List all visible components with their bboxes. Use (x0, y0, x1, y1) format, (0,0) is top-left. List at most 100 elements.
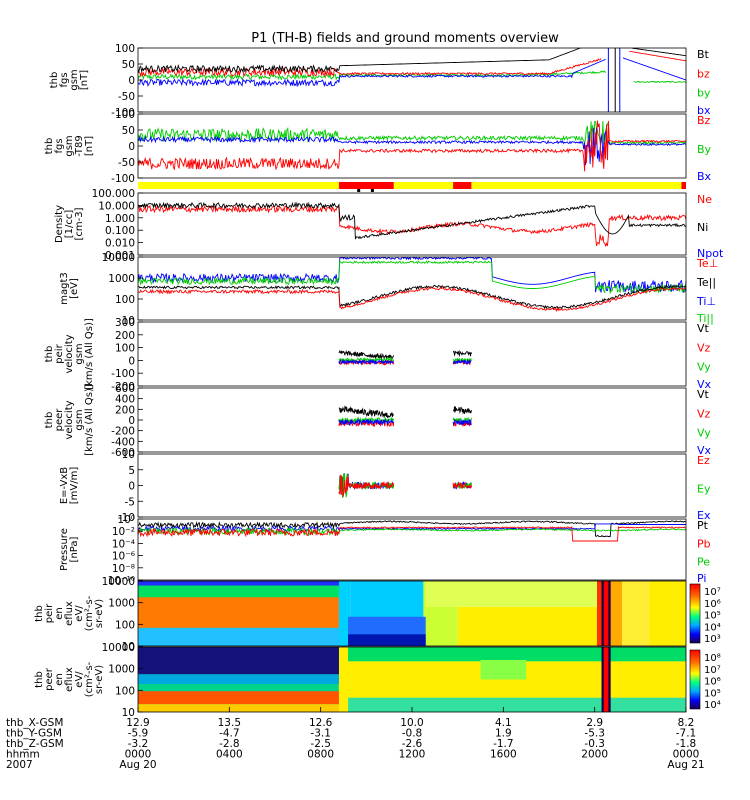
spec-band (138, 581, 339, 586)
trace-fgl-0 (138, 120, 686, 146)
trace-density-ni (138, 201, 686, 240)
y-axis-label: eV/ (74, 605, 85, 622)
panel-temp: 10000 1000 100 10 magt3 [eV] Te⊥ Te|| Ti⊥ Ti|| (59, 252, 718, 327)
y-tick-label: 10 (122, 449, 135, 461)
y-tick-label: 10⁻⁶ (112, 551, 135, 563)
legend-item: Vz (697, 407, 711, 420)
legend-item: By (697, 143, 712, 156)
y-axis-label: thb (44, 346, 55, 363)
y-tick-label: -10 (118, 512, 135, 524)
y-axis-label: fgs (54, 138, 65, 153)
y-axis-label: (cm²-s- (84, 595, 95, 631)
mode-bar-burst (338, 182, 394, 189)
trace-vi-vy (338, 356, 395, 363)
panel-pressure-data (138, 520, 686, 542)
panel-frame (137, 453, 687, 518)
y-tick-label: 600 (115, 383, 135, 395)
colorbar-tick-label: 10⁵ (704, 688, 721, 699)
trace-fgl-2 (138, 120, 686, 172)
panel-frame (137, 192, 687, 256)
y-tick-label: 1000 (108, 598, 135, 610)
y-tick-label: 1.000 (105, 213, 135, 225)
x-row-value: -2.8 (219, 738, 240, 750)
panel-density-data (138, 201, 686, 248)
y-tick-label: 50 (122, 59, 135, 71)
x-row-value: 8.2 (678, 717, 695, 729)
y-tick-label: 200 (115, 404, 135, 416)
legend-item: Vt (697, 322, 710, 335)
panel-fgs: 100 50 0 -50 -100 thb fgs gsm [nT] Bt bz by bx (49, 43, 711, 119)
legend-item: Vt (697, 388, 710, 401)
colorbar (689, 649, 701, 710)
y-axis-label: peir (44, 603, 55, 623)
y-axis-label: en (54, 673, 65, 686)
spec-band (138, 691, 339, 705)
legend-item: Vy (697, 361, 711, 374)
x-row-label: hhmm (6, 749, 40, 761)
trace-vi-vt (452, 349, 472, 357)
trace-temp-ti-par (138, 260, 686, 295)
trace-density-ne (138, 204, 686, 248)
legend-item: Ex (697, 509, 711, 522)
y-axis-label: Pressure (59, 528, 70, 571)
spec-band (622, 581, 650, 646)
x-row-value: -2.5 (310, 738, 331, 750)
y-tick-label: 0.100 (105, 225, 135, 237)
y-tick-label: -200 (111, 426, 135, 438)
y-axis-label: eflux (64, 667, 75, 692)
legend-item: Pe (697, 556, 710, 569)
x-row-value: 1.9 (495, 728, 512, 740)
legend-item: Bx (697, 170, 712, 183)
panel-ispec: 10000 1000 100 10 thb peir en eflux eV/(cm²-s-sr… (34, 576, 687, 653)
x-row-value: 12.9 (126, 717, 149, 729)
trace-temp-te-par (138, 284, 686, 310)
x-row-value: Aug 21 (667, 759, 704, 771)
spec-band (348, 647, 686, 662)
y-axis-label: gsm (74, 343, 85, 364)
y-tick-label: 100 (115, 294, 135, 306)
trace-vi-vt (338, 349, 395, 361)
spec-band (138, 627, 339, 646)
panel-fgl-data (138, 120, 686, 172)
y-axis-label: [km/s (All Qs)] (84, 318, 95, 390)
trace-pressure-pb (138, 526, 686, 542)
legend-item: Npot (697, 247, 724, 260)
x-row-value: 1600 (490, 749, 517, 761)
trace-fgs-1 (138, 57, 686, 88)
panel-fgl: 100 50 0 -50 -100 thb fgs gsm -T89 [nT] Bz By Bx (44, 109, 712, 185)
x-row-label: thb_Z-GSM (6, 738, 64, 750)
x-row-value: -0.8 (402, 728, 423, 740)
colorbar-tick-label: 10⁴ (704, 622, 721, 633)
y-axis-label: [nT] (79, 70, 90, 90)
y-tick-label: -100 (111, 107, 135, 119)
y-axis-label: velocity (64, 334, 75, 373)
spec-band (138, 674, 339, 685)
y-tick-label: 10000 (102, 252, 135, 264)
trace-pressure-pi (138, 523, 686, 533)
y-tick-label: 5 (128, 465, 135, 477)
legend-item: bz (697, 67, 710, 80)
legend-item: Ti⊥ (696, 295, 716, 308)
x-row-value: 10.0 (400, 717, 423, 729)
y-tick-label: 0.001 (105, 250, 135, 262)
trace-ve-vx (452, 418, 472, 426)
y-axis-label: eflux (64, 601, 75, 626)
legend-item: Te|| (696, 276, 716, 289)
y-tick-label: 0 (128, 355, 135, 367)
panel-fgs-data (138, 48, 686, 112)
y-axis-label: sr-eV) (94, 665, 105, 694)
y-axis-label: thb (44, 412, 55, 429)
legend-item: Ey (697, 483, 711, 496)
legend-item: Ni (697, 221, 708, 234)
y-tick-label: 0 (128, 481, 135, 493)
colorbar-tick-label: 10⁶ (704, 599, 721, 610)
colorbar-tick-label: 10⁷ (704, 665, 721, 676)
y-axis-label: peer (54, 408, 65, 432)
y-axis-label: eV/ (74, 671, 85, 688)
x-row-value: 2.9 (586, 717, 603, 729)
legend-item: Vz (697, 341, 711, 354)
panel-temp-data (138, 257, 686, 312)
